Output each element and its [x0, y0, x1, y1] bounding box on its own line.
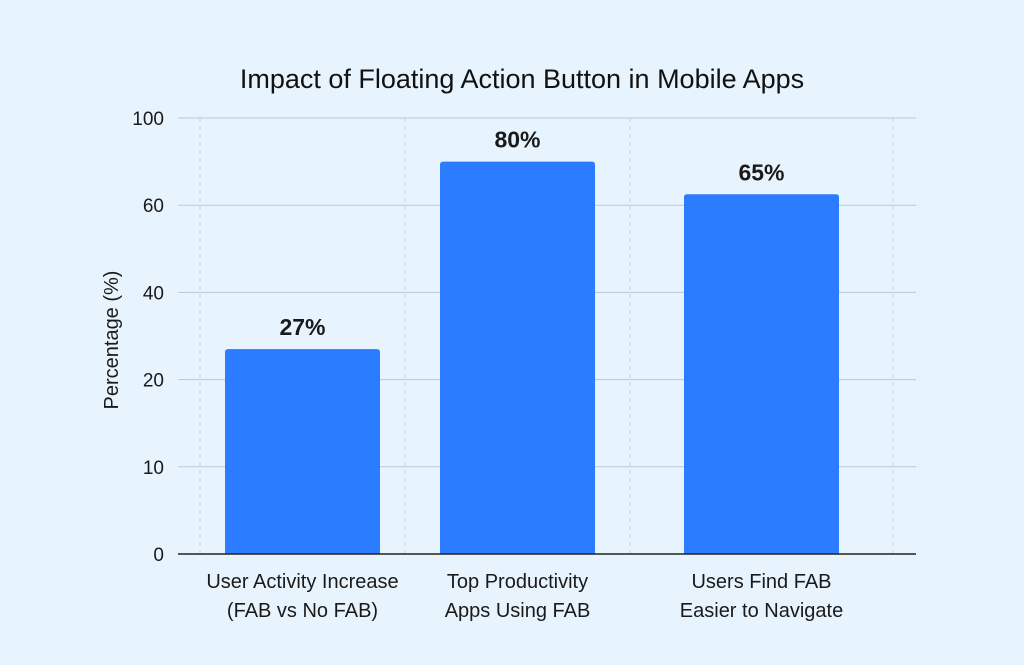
- data-label: 80%: [494, 127, 540, 153]
- y-tick-label: 20: [143, 371, 164, 392]
- data-label: 27%: [279, 314, 325, 340]
- y-tick-label: 0: [153, 545, 164, 566]
- y-tick-label: 10: [143, 458, 164, 479]
- axis-layer: 0 10 20 40 60 100 User Activity Increase (FAB v…: [132, 109, 916, 622]
- x-tick-label: Users Find FAB: [691, 571, 831, 593]
- bar: [684, 194, 839, 555]
- labels-layer: 27% 80% 65%: [279, 127, 784, 340]
- x-tick-label: Apps Using FAB: [445, 600, 591, 622]
- chart-title: Impact of Floating Action Button in Mobi…: [240, 64, 804, 94]
- y-axis-label: Percentage (%): [101, 271, 123, 410]
- x-tick-label: Easier to Navigate: [680, 600, 843, 622]
- bar: [225, 349, 380, 554]
- y-tick-label: 40: [143, 283, 164, 304]
- bars-layer: [225, 161, 839, 555]
- x-tick-label: User Activity Increase: [206, 571, 398, 593]
- x-tick-label: Top Productivity: [447, 571, 588, 593]
- bar: [440, 161, 595, 554]
- data-label: 65%: [738, 159, 784, 185]
- y-tick-label: 100: [132, 109, 164, 130]
- y-tick-label: 60: [143, 196, 164, 217]
- x-tick-label: (FAB vs No FAB): [227, 600, 378, 622]
